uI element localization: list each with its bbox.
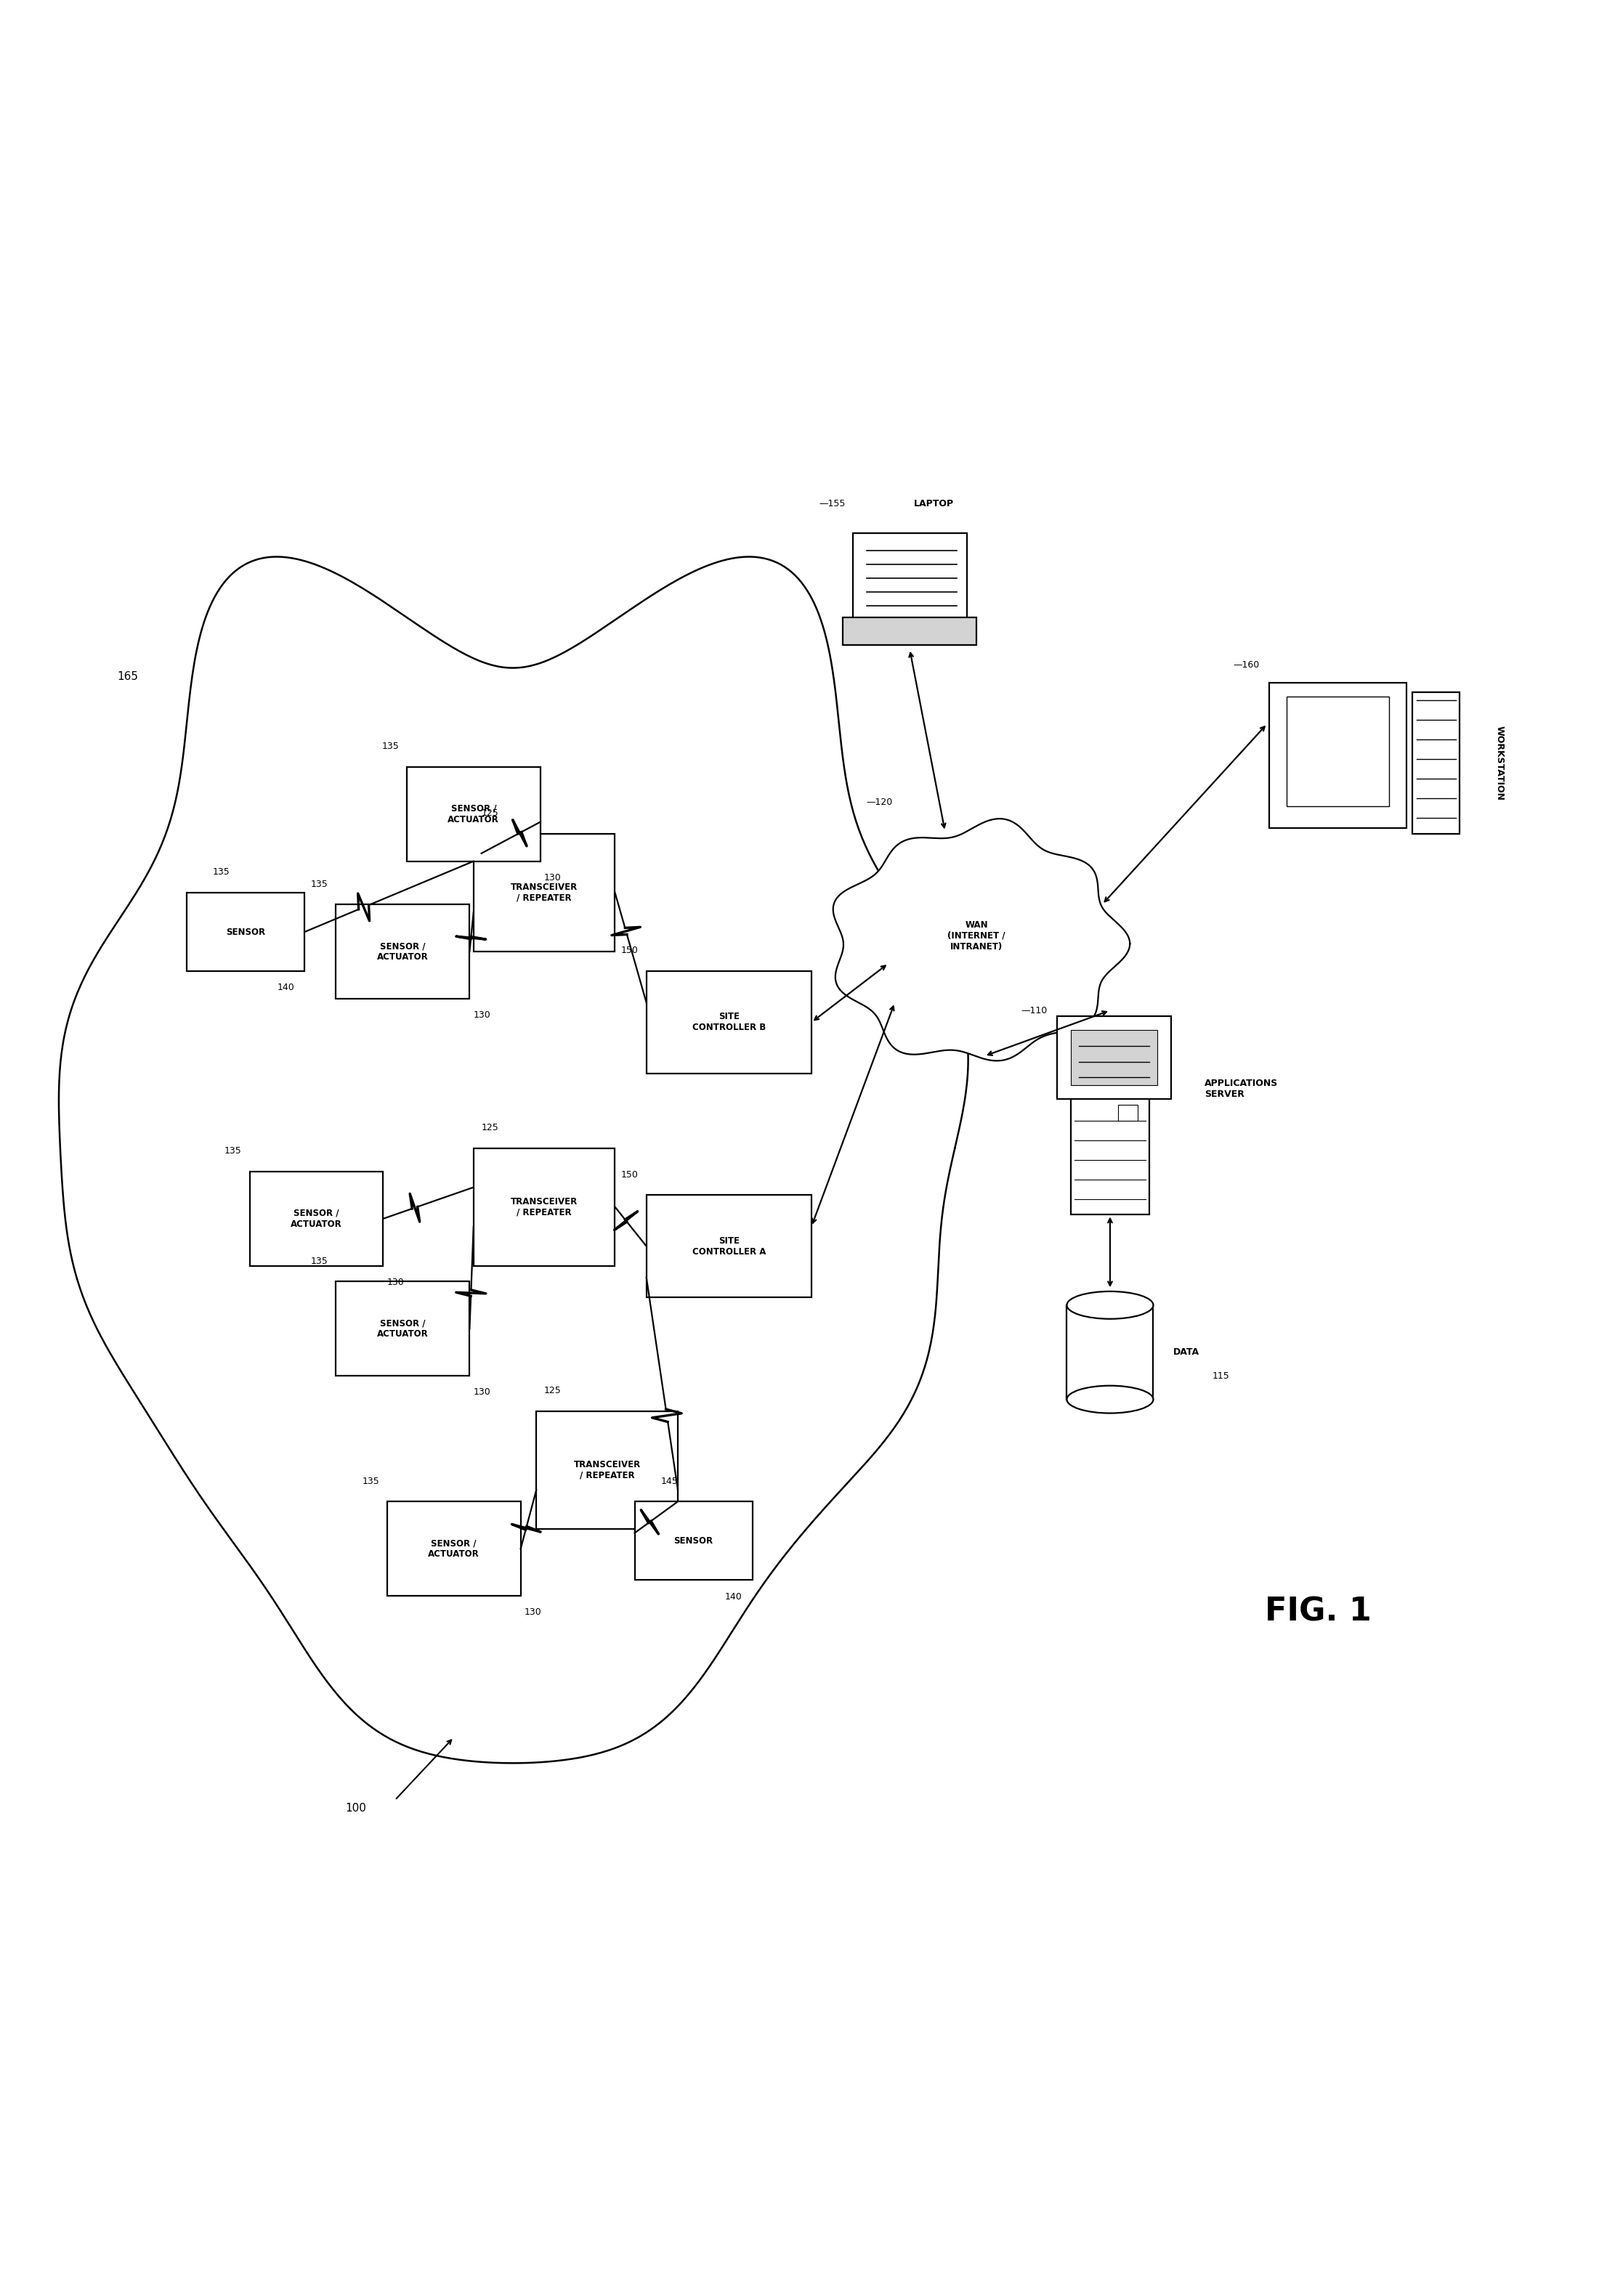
FancyBboxPatch shape (336, 905, 470, 999)
Text: 145: 145 (661, 1476, 678, 1486)
FancyBboxPatch shape (473, 1148, 615, 1265)
FancyBboxPatch shape (1269, 682, 1407, 829)
Text: 130: 130 (525, 1607, 543, 1616)
FancyBboxPatch shape (250, 1171, 383, 1265)
Text: 140: 140 (725, 1591, 743, 1600)
Text: 135: 135 (224, 1146, 242, 1155)
FancyBboxPatch shape (1071, 1031, 1158, 1086)
Text: 165: 165 (118, 670, 139, 682)
Text: LAPTOP: LAPTOP (914, 498, 953, 507)
Text: SENSOR: SENSOR (673, 1536, 714, 1545)
Text: 150: 150 (622, 1171, 638, 1180)
Text: SENSOR /
ACTUATOR: SENSOR / ACTUATOR (428, 1538, 480, 1559)
Text: 125: 125 (481, 1123, 499, 1132)
Text: 130: 130 (473, 1387, 491, 1396)
FancyBboxPatch shape (1413, 693, 1460, 833)
Text: 135: 135 (213, 868, 229, 877)
Text: 130: 130 (544, 872, 562, 882)
Polygon shape (58, 556, 967, 1763)
Text: —160: —160 (1232, 659, 1260, 670)
Text: SENSOR /
ACTUATOR: SENSOR / ACTUATOR (291, 1208, 342, 1228)
FancyBboxPatch shape (635, 1502, 753, 1580)
Text: TRANSCEIVER
/ REPEATER: TRANSCEIVER / REPEATER (510, 1196, 578, 1217)
Text: 135: 135 (310, 1256, 328, 1265)
FancyBboxPatch shape (187, 893, 305, 971)
FancyBboxPatch shape (536, 1412, 678, 1529)
Text: 100: 100 (346, 1802, 367, 1814)
Text: 125: 125 (481, 808, 499, 817)
Text: 135: 135 (362, 1476, 380, 1486)
Text: SITE
CONTROLLER B: SITE CONTROLLER B (693, 1013, 766, 1033)
Text: —120: —120 (866, 797, 893, 806)
Text: 140: 140 (278, 983, 294, 992)
Text: TRANSCEIVER
/ REPEATER: TRANSCEIVER / REPEATER (573, 1460, 641, 1481)
Text: —155: —155 (819, 498, 846, 507)
Text: 130: 130 (388, 1277, 404, 1288)
Text: —110: —110 (1021, 1006, 1047, 1015)
Polygon shape (833, 820, 1130, 1061)
Text: SENSOR /
ACTUATOR: SENSOR / ACTUATOR (376, 1318, 428, 1339)
FancyBboxPatch shape (1118, 1104, 1137, 1120)
Text: APPLICATIONS
SERVER: APPLICATIONS SERVER (1205, 1079, 1277, 1100)
Text: 115: 115 (1213, 1371, 1229, 1380)
FancyBboxPatch shape (1071, 1097, 1150, 1215)
Text: DATA: DATA (1172, 1348, 1200, 1357)
FancyBboxPatch shape (1068, 1304, 1153, 1401)
FancyBboxPatch shape (407, 767, 541, 861)
FancyBboxPatch shape (843, 618, 977, 645)
Text: SENSOR /
ACTUATOR: SENSOR / ACTUATOR (447, 804, 499, 824)
Text: SENSOR: SENSOR (226, 928, 265, 937)
Text: SITE
CONTROLLER A: SITE CONTROLLER A (693, 1235, 766, 1256)
FancyBboxPatch shape (1287, 696, 1389, 806)
FancyBboxPatch shape (853, 533, 967, 625)
Text: TRANSCEIVER
/ REPEATER: TRANSCEIVER / REPEATER (510, 882, 578, 902)
FancyBboxPatch shape (646, 971, 811, 1072)
Text: FIG. 1: FIG. 1 (1265, 1596, 1371, 1628)
Text: 135: 135 (310, 879, 328, 889)
Text: SENSOR /
ACTUATOR: SENSOR / ACTUATOR (376, 941, 428, 962)
Text: 130: 130 (473, 1010, 491, 1019)
Text: 125: 125 (544, 1387, 562, 1396)
FancyBboxPatch shape (336, 1281, 470, 1375)
Text: WORKSTATION: WORKSTATION (1495, 726, 1505, 801)
Text: WAN
(INTERNET /
INTRANET): WAN (INTERNET / INTRANET) (948, 921, 1005, 951)
FancyBboxPatch shape (1056, 1017, 1171, 1100)
Text: 150: 150 (622, 946, 638, 955)
Ellipse shape (1068, 1290, 1153, 1318)
FancyBboxPatch shape (388, 1502, 520, 1596)
Ellipse shape (1068, 1387, 1153, 1412)
FancyBboxPatch shape (473, 833, 615, 951)
Text: 135: 135 (381, 742, 399, 751)
FancyBboxPatch shape (646, 1196, 811, 1297)
